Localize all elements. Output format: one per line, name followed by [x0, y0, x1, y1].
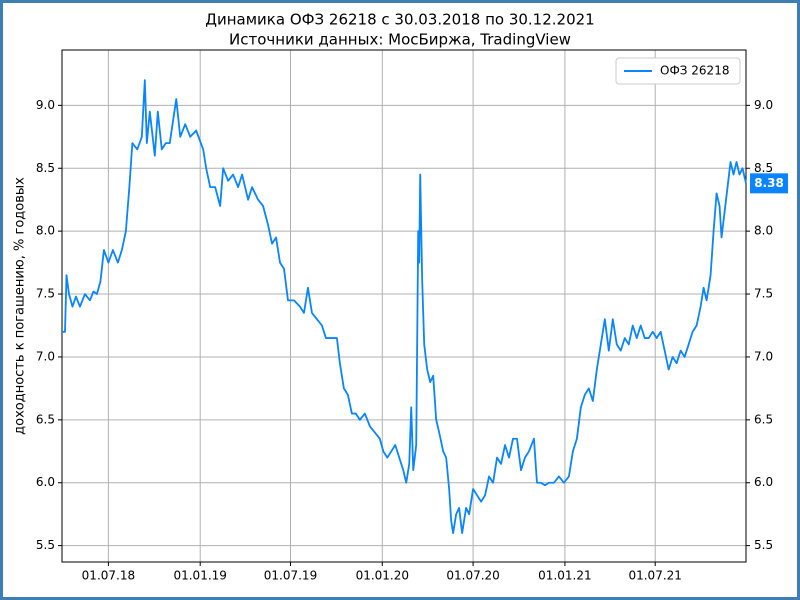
y-tick-label: 6.0	[36, 475, 55, 489]
plot-frame	[61, 49, 747, 563]
y-tick-label-right: 5.5	[754, 538, 773, 552]
legend-label: ОФЗ 26218	[660, 64, 729, 78]
legend-box	[615, 57, 741, 85]
x-tick-label: 01.01.21	[538, 569, 591, 583]
x-tick-label: 01.07.20	[446, 569, 499, 583]
last-value-label: 8.38	[754, 176, 784, 190]
y-tick-label-right: 7.5	[754, 287, 773, 301]
y-tick-label-right: 8.0	[754, 224, 773, 238]
x-tick-label: 01.01.20	[356, 569, 409, 583]
y-tick-label: 9.0	[36, 98, 55, 112]
chart-title: Динамика ОФЗ 26218 с 30.03.2018 по 30.12…	[205, 11, 594, 29]
x-tick-label: 01.07.18	[82, 569, 135, 583]
y-tick-label: 8.0	[36, 224, 55, 238]
x-tick-label: 01.07.19	[264, 569, 317, 583]
chart-subtitle: Источники данных: МосБиржа, TradingView	[229, 31, 571, 49]
last-value-box	[750, 173, 788, 194]
x-tick-label: 01.07.21	[628, 569, 681, 583]
data-line	[62, 79, 747, 534]
y-tick-label-right: 9.0	[754, 98, 773, 112]
y-tick-label-right: 8.5	[754, 161, 773, 175]
last-value-badge: 8.38	[750, 173, 788, 194]
y-tick-label: 5.5	[36, 538, 55, 552]
y-tick-label: 7.5	[36, 287, 55, 301]
y-tick-label: 6.5	[36, 412, 55, 426]
y-tick-label: 8.5	[36, 161, 55, 175]
y-tick-label-right: 7.0	[754, 349, 773, 363]
y-tick-label-right: 6.0	[754, 475, 773, 489]
y-axis-label: доходность к погашению, % годовых	[13, 177, 28, 435]
y-tick-label-right: 6.5	[754, 412, 773, 426]
y-tick-label: 7.0	[36, 349, 55, 363]
x-tick-label: 01.01.19	[173, 569, 226, 583]
